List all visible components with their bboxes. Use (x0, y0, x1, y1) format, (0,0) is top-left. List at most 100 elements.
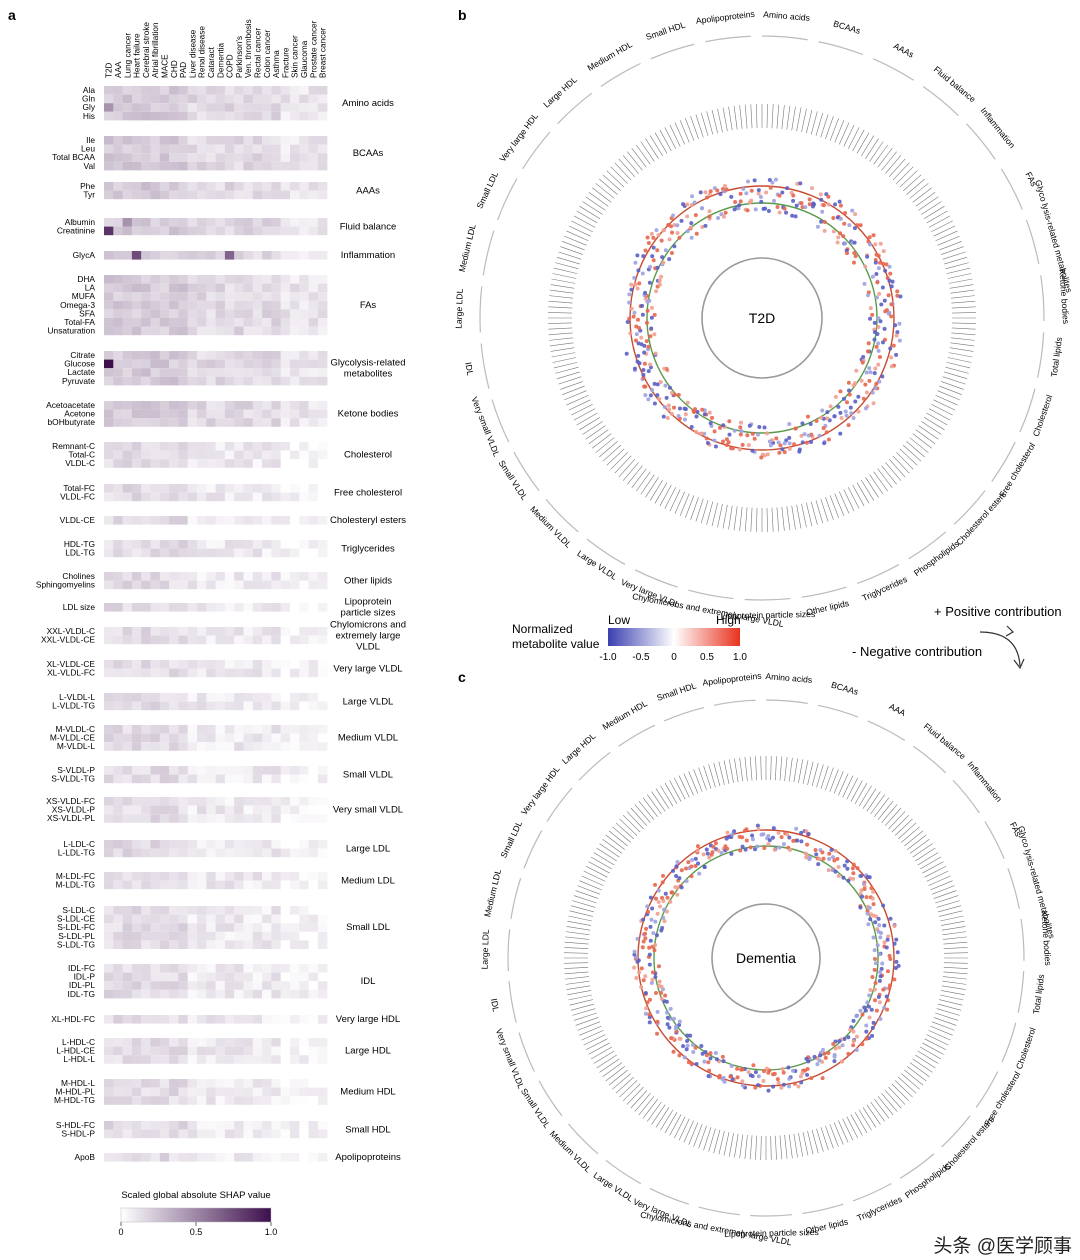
metabolite-tick-mark (660, 785, 674, 807)
heatmap-cell (299, 111, 309, 121)
legend-tick-label: 1.0 (733, 652, 747, 663)
metabolite-tick-mark (649, 479, 663, 501)
heatmap-cell (243, 742, 253, 751)
sector-arc (1000, 168, 1023, 210)
heatmap-cell (150, 144, 160, 154)
heatmap-cell (122, 725, 133, 734)
metabolite-point (627, 300, 632, 305)
heatmap-cell (159, 725, 170, 734)
heatmap-cell (178, 111, 188, 121)
metabolite-point (862, 1005, 867, 1010)
sector-label: Triglycerides (855, 1194, 903, 1223)
heatmap-cell (215, 774, 226, 784)
metabolite-point (708, 421, 713, 426)
heatmap-row-label: L-VLDL-TG (52, 701, 95, 711)
metabolite-point (684, 866, 689, 871)
heatmap-cell (290, 548, 300, 558)
metabolite-point (633, 260, 638, 265)
heatmap-cell (252, 1121, 263, 1130)
heatmap-cell (178, 805, 188, 815)
heatmap-cell (197, 733, 207, 743)
heatmap-cell (262, 548, 272, 558)
heatmap-cell (141, 1046, 151, 1056)
heatmap-cell (252, 326, 263, 336)
sector-label: Large LDL (454, 288, 465, 329)
metabolite-point (887, 264, 892, 269)
metabolite-tick-mark (562, 241, 585, 251)
metabolite-tick-mark (923, 205, 945, 219)
heatmap-cell (197, 111, 207, 121)
metabolite-point (635, 253, 640, 258)
sector-label: Amino acids (763, 9, 810, 23)
sector-label: BCAAs (830, 680, 859, 697)
heatmap-panel-a: T2D AAA Lung cancer Heart failure Cerebral s… (36, 19, 406, 1237)
metabolite-point (750, 833, 755, 838)
heatmap-row-label: L-LDL-C (63, 839, 95, 849)
ring-inner (711, 903, 821, 1013)
heatmap-cell (159, 1121, 170, 1130)
heatmap-row-label: M-LDL-FC (56, 871, 95, 881)
sector-arc (605, 1159, 642, 1185)
sector-arc (1037, 332, 1045, 378)
heatmap-cell (308, 1015, 319, 1024)
heatmap-cell (215, 701, 226, 711)
heatmap-cell (206, 660, 216, 669)
heatmap-cell (206, 144, 216, 154)
metabolite-tick-mark (622, 814, 641, 833)
metabolite-point (670, 890, 675, 895)
heatmap-cell (150, 940, 160, 949)
heatmap-cell (141, 931, 151, 941)
heatmap-cell (197, 989, 207, 999)
heatmap-cell (187, 251, 198, 260)
heatmap-cell (271, 1038, 281, 1047)
metabolite-point (758, 194, 763, 199)
heatmap-cell (104, 103, 114, 112)
heatmap-cell (271, 981, 281, 990)
metabolite-tick-mark (568, 225, 591, 237)
heatmap-cell (178, 283, 188, 293)
heatmap-cell (113, 797, 123, 806)
metabolite-point (797, 449, 802, 454)
metabolite-point (885, 1007, 890, 1012)
heatmap-row-label: XS-VLDL-PL (47, 813, 95, 823)
heatmap-cell (317, 848, 328, 858)
heatmap-cell (280, 86, 291, 95)
heatmap-cell (252, 182, 263, 191)
metabolite-point (644, 339, 649, 344)
heatmap-cell (243, 635, 253, 645)
heatmap-cell (178, 766, 188, 775)
metabolite-tick-mark (946, 267, 971, 274)
heatmap-row-label: Citrate (70, 350, 95, 360)
metabolite-point (782, 441, 787, 446)
heatmap-cell (308, 182, 319, 191)
metabolite-point (738, 848, 743, 853)
metabolite-point (746, 1070, 751, 1075)
metabolite-tick-mark (565, 931, 590, 936)
heatmap-cell (187, 840, 198, 849)
metabolite-tick-mark (904, 830, 924, 847)
heatmap-cell (290, 326, 300, 336)
metabolite-point (868, 316, 873, 321)
heatmap-cell (178, 880, 188, 890)
metabolite-point (740, 1079, 745, 1084)
metabolite-point (624, 351, 629, 356)
heatmap-cell (159, 548, 170, 558)
heatmap-cell (224, 848, 235, 858)
heatmap-cell (169, 540, 179, 549)
heatmap-cell (308, 848, 319, 858)
metabolite-tick-mark (640, 474, 655, 495)
metabolite-tick-mark (564, 962, 589, 964)
metabolite-point (756, 1074, 761, 1079)
heatmap-cell (131, 309, 142, 318)
heatmap-cell (104, 660, 114, 669)
heatmap-cell (104, 409, 114, 419)
metabolite-point (741, 186, 746, 191)
metabolite-tick-mark (588, 191, 609, 207)
heatmap-cell (234, 572, 244, 581)
heatmap-row-label: XL-HDL-FC (51, 1014, 95, 1024)
heatmap-cell (169, 318, 179, 327)
metabolite-point (842, 863, 847, 868)
metabolite-tick-mark (651, 791, 666, 812)
heatmap-cell (299, 450, 309, 460)
metabolite-point (804, 829, 809, 834)
